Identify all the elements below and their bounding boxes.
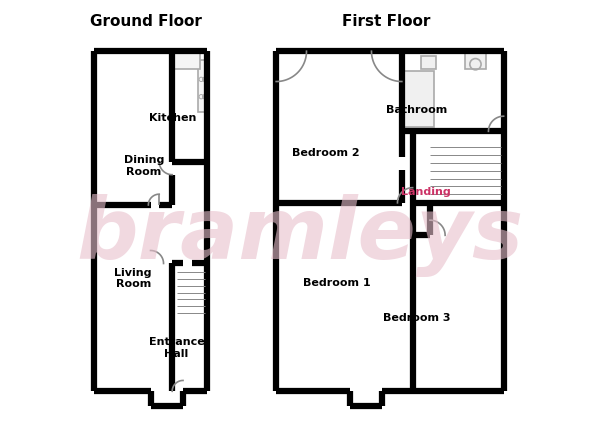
Text: Bedroom 2: Bedroom 2	[292, 148, 360, 158]
Text: Entrance
Hall: Entrance Hall	[149, 337, 205, 359]
Text: bramleys: bramleys	[76, 194, 524, 277]
Text: Landing: Landing	[401, 187, 451, 197]
Bar	[198, 60, 208, 112]
Text: First Floor: First Floor	[343, 14, 431, 29]
Text: Ground Floor: Ground Floor	[90, 14, 202, 29]
Bar	[464, 53, 486, 68]
Bar	[175, 53, 200, 68]
Text: Living
Room: Living Room	[115, 268, 152, 290]
Text: Kitchen: Kitchen	[149, 113, 196, 123]
Bar	[404, 71, 434, 127]
Text: Bedroom 3: Bedroom 3	[383, 313, 451, 323]
Text: Dining
Room: Dining Room	[124, 155, 164, 177]
Text: Bedroom 1: Bedroom 1	[303, 278, 371, 288]
Text: Bathroom: Bathroom	[386, 105, 448, 115]
Bar	[421, 55, 436, 68]
